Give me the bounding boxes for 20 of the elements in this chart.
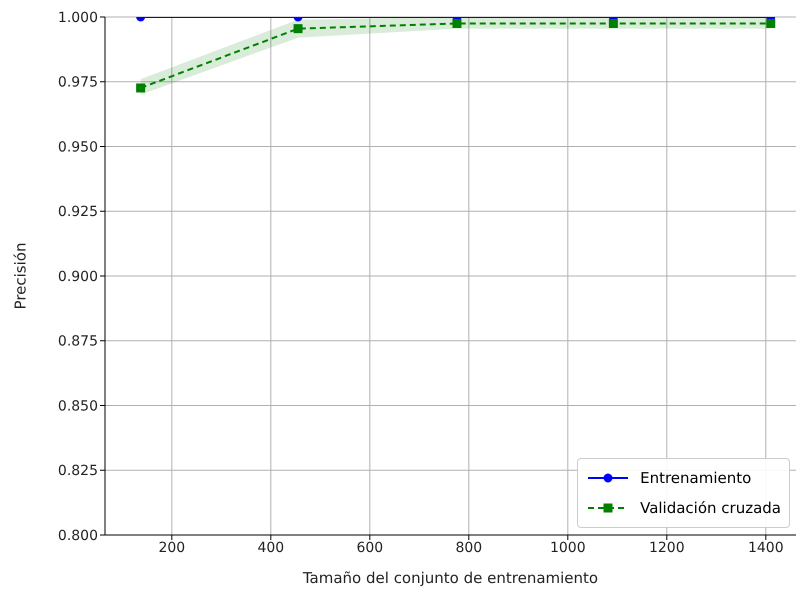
x-tick-label: 800 — [455, 540, 482, 556]
y-tick-label: 0.950 — [58, 139, 98, 156]
x-tick-label: 1400 — [748, 540, 784, 556]
y-tick-label: 0.825 — [58, 463, 98, 480]
y-tick-label: 0.800 — [58, 528, 98, 544]
legend-label: Validación cruzada — [640, 499, 781, 517]
x-tick-label: 1200 — [648, 540, 685, 556]
y-tick-label: 0.850 — [58, 398, 98, 414]
legend-label: Entrenamiento — [640, 469, 752, 487]
x-axis-title: Tamaño del conjunto de entrenamiento — [302, 569, 598, 587]
y-tick-label: 0.900 — [58, 268, 98, 285]
x-tick-label: 400 — [257, 540, 284, 556]
x-tick-label: 200 — [158, 540, 186, 556]
y-axis-title: Precisión — [11, 242, 30, 310]
y-tick-label: 0.925 — [58, 204, 98, 220]
x-tick-label: 1000 — [550, 540, 586, 556]
y-tick-label: 1.000 — [58, 10, 98, 26]
y-tick-label: 0.975 — [58, 74, 98, 91]
x-tick-label: 600 — [356, 540, 384, 556]
y-tick-label: 0.875 — [58, 334, 98, 350]
